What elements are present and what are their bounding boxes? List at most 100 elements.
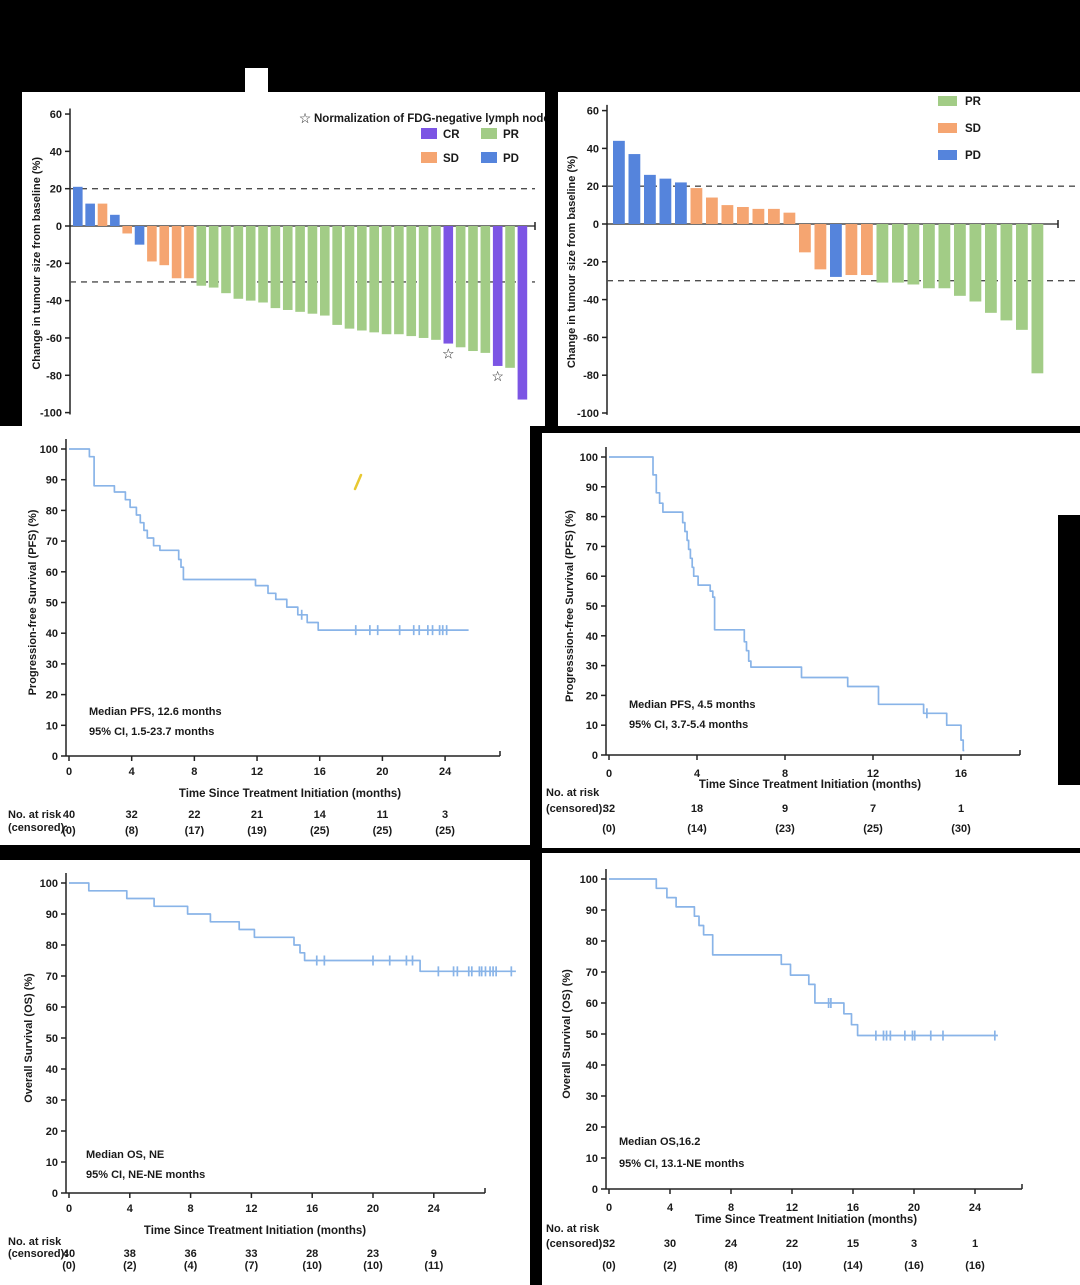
bar-PR xyxy=(332,226,342,325)
bar-PR xyxy=(892,224,904,283)
legend-label-PD: PD xyxy=(503,153,519,165)
y-tick-label: 20 xyxy=(586,1122,598,1134)
x-tick-label: 12 xyxy=(786,1202,798,1214)
bar-PR xyxy=(907,224,920,285)
bar-SD xyxy=(721,205,734,224)
legend-swatch-SD xyxy=(938,123,957,133)
bar-PD xyxy=(134,226,145,245)
legend-label-SD: SD xyxy=(443,153,459,165)
bar-PR xyxy=(954,224,966,296)
median-annotation: Median PFS, 12.6 months xyxy=(89,706,222,718)
bar-PD xyxy=(644,174,656,224)
x-tick-label: 16 xyxy=(306,1203,318,1215)
risk-value: 1 xyxy=(958,803,964,815)
y-axis-label: Progresssion-free Survival (PFS) (%) xyxy=(564,510,576,702)
y-tick-label: 80 xyxy=(46,940,58,952)
bar-PR xyxy=(357,226,367,331)
y-tick-label: 60 xyxy=(587,106,599,118)
y-tick-label: 100 xyxy=(40,878,58,890)
bar-SD xyxy=(737,206,749,224)
bar-PR xyxy=(381,226,392,335)
y-tick-label: 90 xyxy=(46,475,58,487)
y-tick-label: 70 xyxy=(46,536,58,548)
y-tick-label: 40 xyxy=(46,628,58,640)
legend-label-SD: SD xyxy=(965,123,981,135)
bar-PR xyxy=(282,226,293,310)
censored-value: (0) xyxy=(62,825,76,837)
y-tick-label: 50 xyxy=(46,598,58,610)
os-curve-left: 0 10 20 30 40 50 60 70 80 90 100 0 4 8 12 16 20 24 Overall… xyxy=(8,873,516,1272)
y-tick-label: 60 xyxy=(46,1002,58,1014)
bar-SD xyxy=(122,226,132,234)
bar-SD xyxy=(768,208,780,224)
bar-SD xyxy=(799,224,811,253)
y-tick-label: 70 xyxy=(586,541,598,553)
risk-value: 9 xyxy=(431,1248,437,1260)
bar-CR xyxy=(443,226,454,344)
bar-PR xyxy=(233,226,244,299)
bar-PR xyxy=(505,226,515,368)
x-tick-label: 0 xyxy=(66,1203,72,1215)
legend-swatch-PR xyxy=(938,96,957,106)
y-tick-label: 0 xyxy=(592,750,598,762)
y-tick-label: -100 xyxy=(577,408,599,420)
y-tick-label: 60 xyxy=(46,567,58,579)
y-tick-label: 80 xyxy=(46,505,58,517)
y-tick-label: -40 xyxy=(583,295,599,307)
y-tick-label: 40 xyxy=(586,631,598,643)
bar-PR xyxy=(245,226,256,301)
bar-PR xyxy=(923,224,935,289)
yellow-highlight-artifact xyxy=(353,473,363,491)
censored-value: (25) xyxy=(863,823,883,835)
legend-label-CR: CR xyxy=(443,129,460,141)
risk-value: 33 xyxy=(245,1248,257,1260)
y-tick-label: 50 xyxy=(46,1033,58,1045)
median-annotation: Median OS,16.2 xyxy=(619,1136,700,1148)
waterfall-chart-right: 60 40 20 0 -20 -40 -60 -80 -100 Change in tumour … xyxy=(566,96,1078,420)
y-tick-label: 80 xyxy=(586,512,598,524)
y-tick-label: 40 xyxy=(587,143,599,155)
x-tick-label: 20 xyxy=(367,1203,379,1215)
risk-value: 32 xyxy=(603,1238,615,1250)
censored-value: (10) xyxy=(363,1260,383,1272)
y-tick-label: 30 xyxy=(586,1091,598,1103)
censored-value: (17) xyxy=(185,825,205,837)
x-axis-label: Time Since Treatment Initiation (months) xyxy=(144,1225,366,1237)
risk-table-label: No. at risk xyxy=(546,787,600,799)
x-tick-label: 8 xyxy=(728,1202,734,1214)
bar-PR xyxy=(468,226,478,352)
risk-value: 30 xyxy=(664,1238,676,1250)
panel-pfs-right: 0 10 20 30 40 50 60 70 80 90 100 0 4 8 12 16 Progresssio… xyxy=(542,433,1080,848)
risk-value: 40 xyxy=(63,809,75,821)
median-annotation: Median PFS, 4.5 months xyxy=(629,699,756,711)
censored-value: (0) xyxy=(602,823,616,835)
y-tick-label: -20 xyxy=(583,257,599,269)
bar-PR xyxy=(455,226,466,348)
os-curve-right: 0 10 20 30 40 50 60 70 80 90 100 0 4 8 12 16 20 24 Overall… xyxy=(546,869,1023,1272)
x-tick-label: 8 xyxy=(188,1203,194,1215)
risk-value: 22 xyxy=(188,809,200,821)
x-tick-label: 8 xyxy=(191,766,197,778)
star-icon: ☆ xyxy=(491,368,504,384)
censored-value: (23) xyxy=(775,823,795,835)
redaction-notch xyxy=(245,68,268,92)
y-tick-label: 40 xyxy=(50,146,62,158)
y-tick-label: 0 xyxy=(593,219,599,231)
censored-value: (10) xyxy=(782,1260,802,1272)
bar-CR xyxy=(492,226,503,366)
censored-value: (0) xyxy=(602,1260,616,1272)
x-tick-label: 8 xyxy=(782,768,788,780)
bar-PR xyxy=(221,226,231,294)
km-curve xyxy=(69,448,469,631)
bar-PR xyxy=(208,226,219,288)
y-tick-label: -60 xyxy=(46,333,62,345)
censored-value: (2) xyxy=(123,1260,137,1272)
legend-label-PR: PR xyxy=(965,96,982,108)
y-tick-label: 60 xyxy=(50,109,62,121)
censored-value: (30) xyxy=(951,823,971,835)
x-tick-label: 16 xyxy=(847,1202,859,1214)
y-tick-label: 60 xyxy=(586,998,598,1010)
bar-SD xyxy=(159,226,170,266)
bar-SD xyxy=(706,197,718,224)
censored-value: (7) xyxy=(245,1260,259,1272)
